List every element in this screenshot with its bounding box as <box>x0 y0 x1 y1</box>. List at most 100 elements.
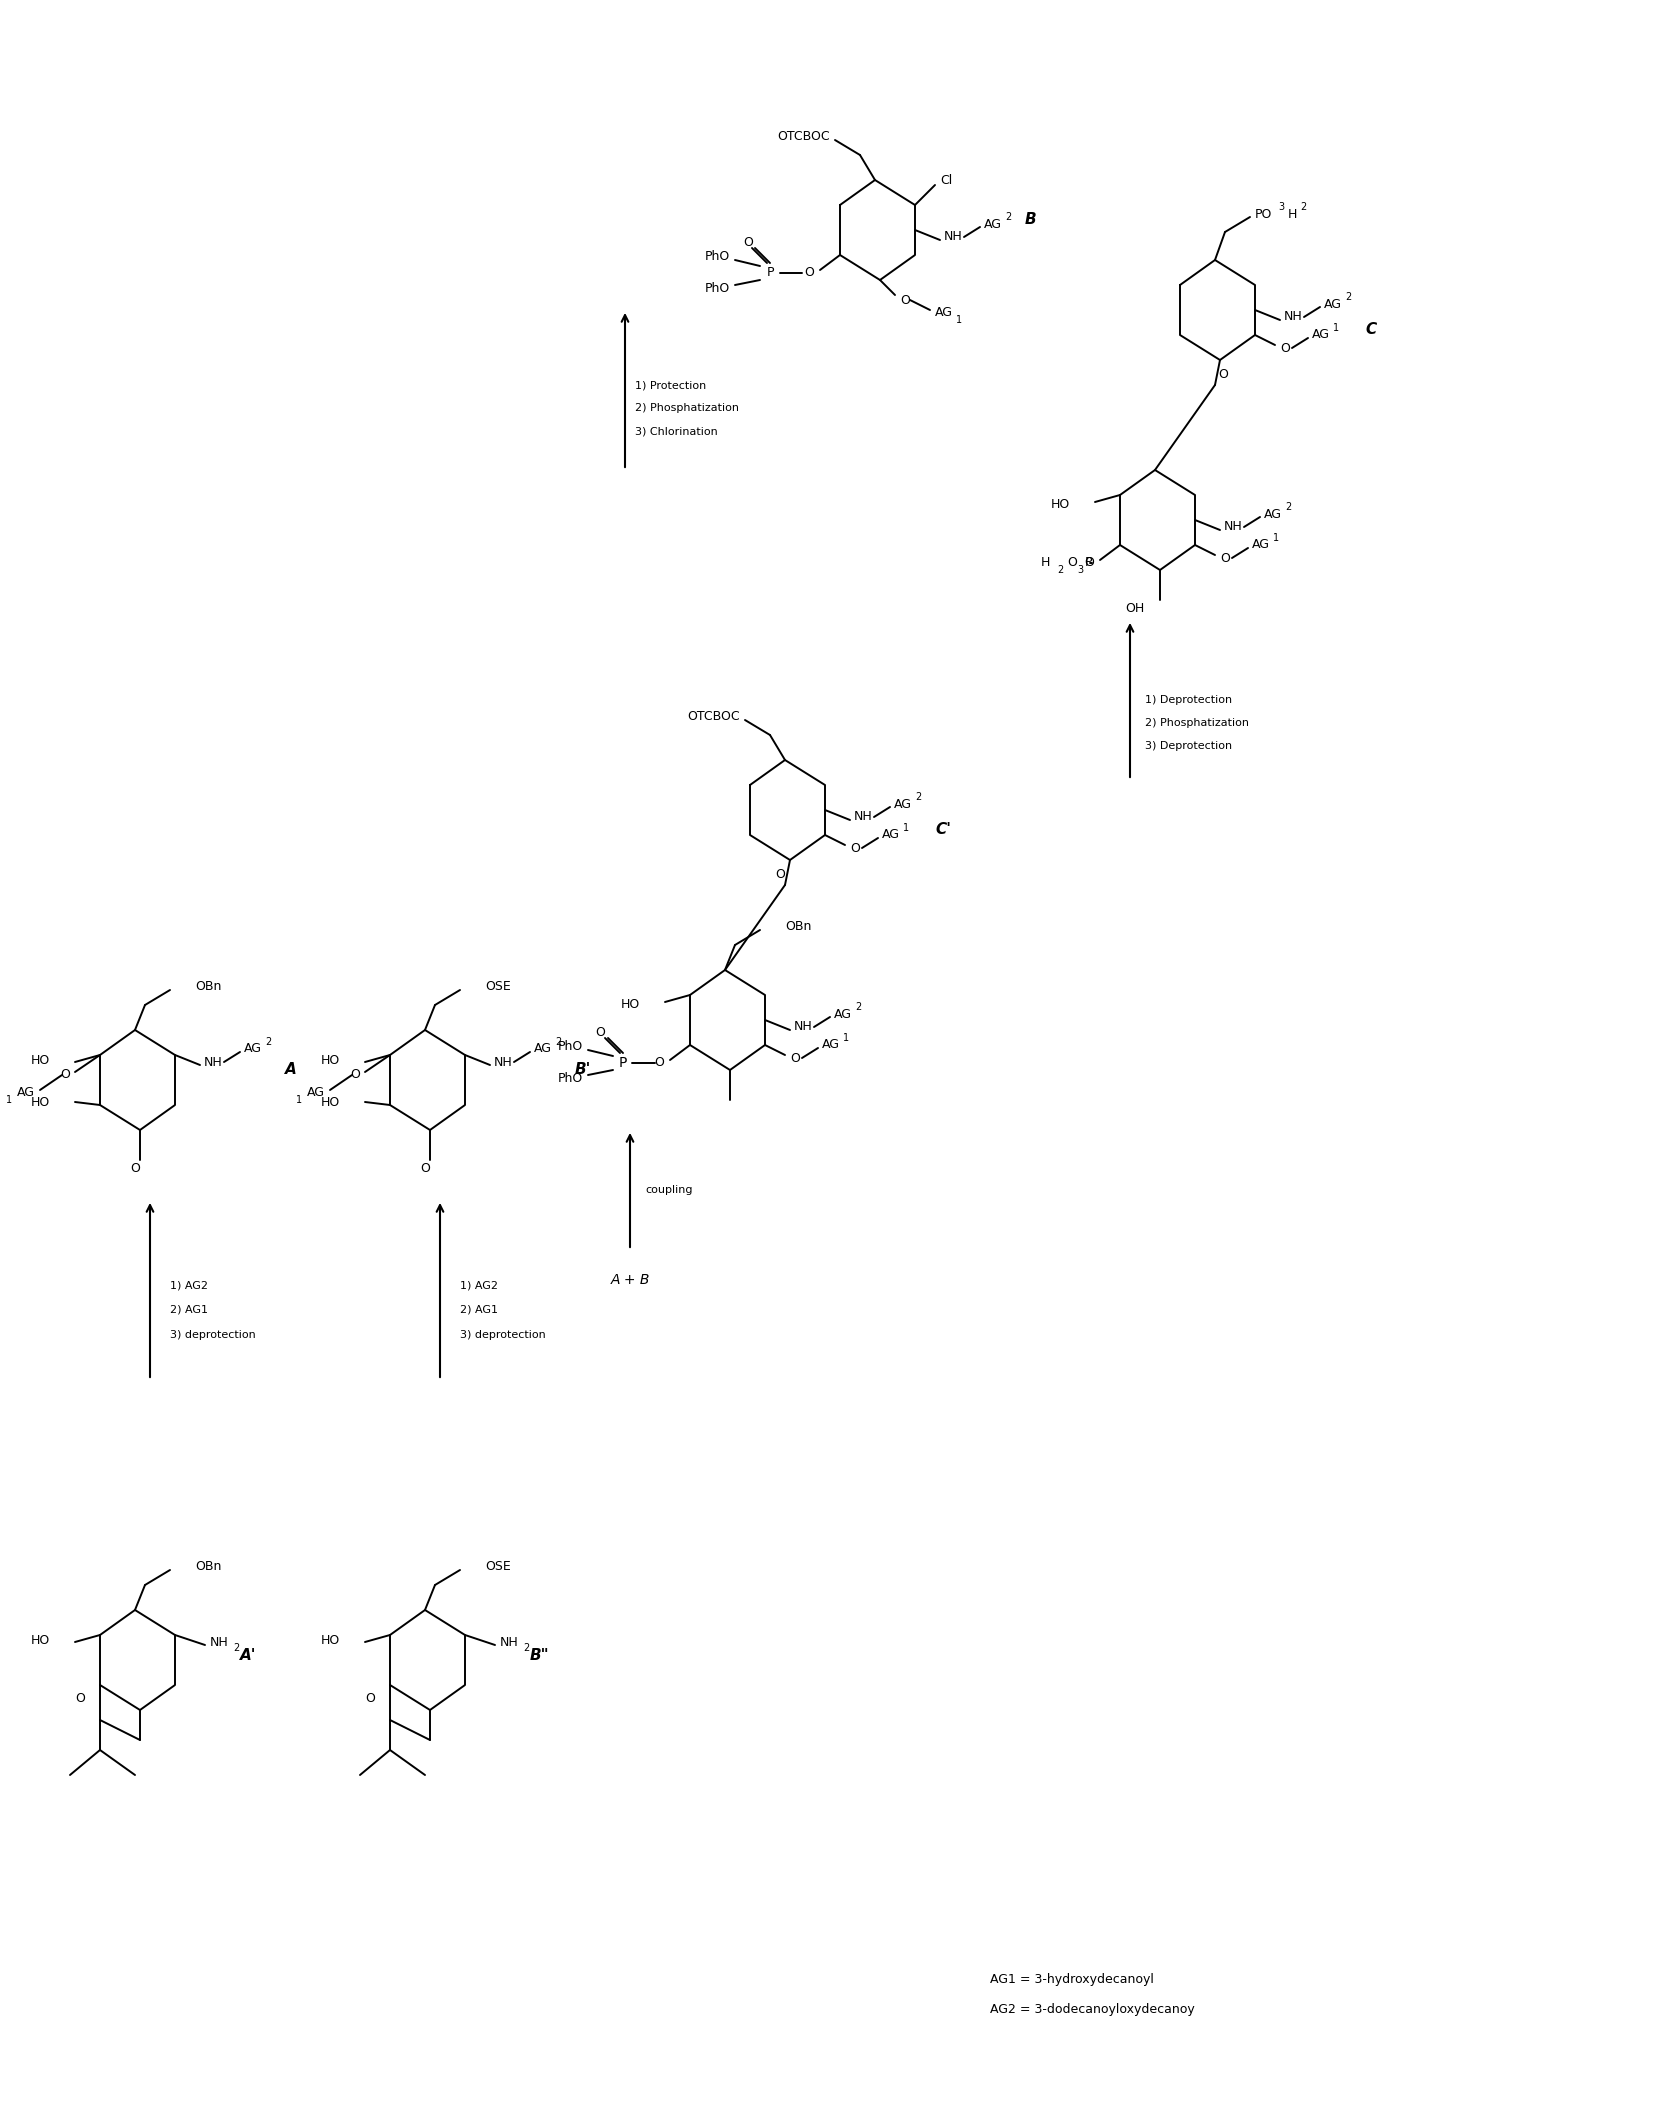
Text: AG: AG <box>935 306 953 319</box>
Text: O: O <box>742 235 752 249</box>
Text: P: P <box>1085 556 1092 571</box>
Text: 2: 2 <box>1005 211 1012 222</box>
Text: NH: NH <box>211 1635 229 1648</box>
Text: A: A <box>284 1063 296 1078</box>
Text: O: O <box>789 1052 799 1065</box>
Text: C': C' <box>935 822 951 837</box>
Text: NH: NH <box>1284 311 1302 323</box>
Text: 1: 1 <box>956 315 961 325</box>
Text: 2: 2 <box>915 792 921 803</box>
Text: AG: AG <box>1252 539 1271 551</box>
Text: O: O <box>849 841 859 854</box>
Text: P: P <box>766 266 774 279</box>
Text: AG2 = 3-dodecanoyloxydecanoy: AG2 = 3-dodecanoyloxydecanoy <box>990 2003 1195 2016</box>
Text: PhO: PhO <box>706 251 731 264</box>
Text: AG: AG <box>823 1037 839 1052</box>
Text: NH: NH <box>794 1021 813 1033</box>
Text: NH: NH <box>204 1056 222 1069</box>
Text: O: O <box>804 266 814 279</box>
Text: O: O <box>420 1162 430 1175</box>
Text: AG: AG <box>244 1042 263 1056</box>
Text: O: O <box>1281 342 1289 355</box>
Text: NH: NH <box>945 230 963 243</box>
Text: 2: 2 <box>264 1037 271 1048</box>
Text: 1) AG2: 1) AG2 <box>171 1280 207 1291</box>
Text: HO: HO <box>321 1054 339 1067</box>
Text: HO: HO <box>321 1095 339 1109</box>
Text: B": B" <box>530 1648 550 1663</box>
Text: OBn: OBn <box>784 921 811 934</box>
Text: 1: 1 <box>903 822 910 833</box>
Text: AG: AG <box>834 1008 853 1021</box>
Text: B: B <box>1025 213 1037 228</box>
Text: PhO: PhO <box>706 281 731 294</box>
Text: OH: OH <box>1125 602 1145 615</box>
Text: 2) AG1: 2) AG1 <box>171 1306 207 1314</box>
Text: 3) Deprotection: 3) Deprotection <box>1145 742 1232 750</box>
Text: HO: HO <box>30 1633 50 1646</box>
Text: HO: HO <box>30 1054 50 1067</box>
Text: AG: AG <box>1313 328 1329 342</box>
Text: NH: NH <box>493 1056 513 1069</box>
Text: B': B' <box>575 1063 592 1078</box>
Text: O: O <box>1217 368 1227 382</box>
Text: 1: 1 <box>296 1095 303 1105</box>
Text: HO: HO <box>620 999 640 1012</box>
Text: O: O <box>1221 551 1231 564</box>
Text: A + B: A + B <box>610 1272 650 1287</box>
Text: Cl: Cl <box>940 173 953 186</box>
Text: A': A' <box>241 1648 256 1663</box>
Text: 1: 1 <box>7 1095 12 1105</box>
Text: 2) Phosphatization: 2) Phosphatization <box>635 404 739 412</box>
Text: H: H <box>1287 207 1297 220</box>
Text: AG: AG <box>985 218 1002 230</box>
Text: OSE: OSE <box>485 1562 510 1574</box>
Text: OTCBOC: OTCBOC <box>777 131 829 144</box>
Text: 2: 2 <box>523 1644 530 1652</box>
Text: coupling: coupling <box>645 1185 692 1196</box>
Text: P: P <box>619 1056 627 1069</box>
Text: AG: AG <box>1264 507 1282 520</box>
Text: O: O <box>776 868 784 881</box>
Text: 1: 1 <box>1333 323 1339 334</box>
Text: C: C <box>1364 323 1376 338</box>
Text: 2: 2 <box>1286 503 1291 511</box>
Text: 2: 2 <box>1344 292 1351 302</box>
Text: O: O <box>364 1693 375 1705</box>
Text: AG: AG <box>308 1086 324 1099</box>
Text: 3) deprotection: 3) deprotection <box>171 1329 256 1340</box>
Text: AG: AG <box>1324 298 1343 311</box>
Text: HO: HO <box>1050 499 1070 511</box>
Text: H: H <box>1040 556 1050 571</box>
Text: AG: AG <box>533 1042 552 1056</box>
Text: NH: NH <box>500 1635 518 1648</box>
Text: PhO: PhO <box>558 1071 584 1084</box>
Text: AG: AG <box>895 797 911 811</box>
Text: NH: NH <box>1224 520 1242 532</box>
Text: O: O <box>130 1162 140 1175</box>
Text: OTCBOC: OTCBOC <box>687 710 741 723</box>
Text: 1: 1 <box>1272 532 1279 543</box>
Text: 1) AG2: 1) AG2 <box>460 1280 498 1291</box>
Text: 2: 2 <box>1301 203 1306 211</box>
Text: O: O <box>60 1069 70 1082</box>
Text: AG1 = 3-hydroxydecanoyl: AG1 = 3-hydroxydecanoyl <box>990 1974 1154 1986</box>
Text: OBn: OBn <box>196 980 221 993</box>
Text: 1) Deprotection: 1) Deprotection <box>1145 695 1232 706</box>
Text: OBn: OBn <box>196 1562 221 1574</box>
Text: 3: 3 <box>1277 203 1284 211</box>
Text: 2) AG1: 2) AG1 <box>460 1306 498 1314</box>
Text: 3: 3 <box>1077 564 1083 575</box>
Text: 1) Protection: 1) Protection <box>635 380 706 391</box>
Text: AG: AG <box>17 1086 35 1099</box>
Text: O: O <box>349 1069 359 1082</box>
Text: 2: 2 <box>1057 564 1063 575</box>
Text: PhO: PhO <box>558 1040 584 1054</box>
Text: 3) Chlorination: 3) Chlorination <box>635 427 717 435</box>
Text: OSE: OSE <box>485 980 510 993</box>
Text: HO: HO <box>321 1633 339 1646</box>
Text: HO: HO <box>30 1095 50 1109</box>
Text: O: O <box>1067 556 1077 571</box>
Text: O: O <box>75 1693 85 1705</box>
Text: 2: 2 <box>854 1002 861 1012</box>
